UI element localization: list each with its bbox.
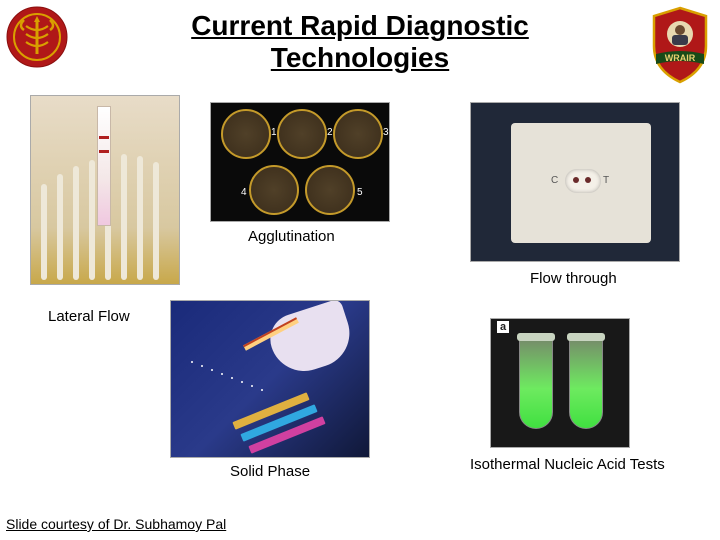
label-solid-phase: Solid Phase xyxy=(230,463,310,480)
label-lateral-flow: Lateral Flow xyxy=(48,308,130,325)
label-isothermal: Isothermal Nucleic Acid Tests xyxy=(470,456,665,473)
logo-banner-text: WRAIR xyxy=(665,53,696,63)
logo-right: WRAIR xyxy=(650,6,710,84)
label-agglutination: Agglutination xyxy=(248,228,335,245)
image-isothermal: a xyxy=(490,318,630,448)
panel-label: a xyxy=(497,321,509,333)
slide-title: Current Rapid Diagnostic Technologies xyxy=(100,10,620,74)
slide-credit: Slide courtesy of Dr. Subhamoy Pal xyxy=(6,516,226,532)
image-agglutination: 1 2 3 4 5 xyxy=(210,102,390,222)
label-flow-through: Flow through xyxy=(530,270,617,287)
image-solid-phase xyxy=(170,300,370,458)
image-flow-through: C T xyxy=(470,102,680,262)
logo-left xyxy=(6,6,68,68)
image-lateral-flow xyxy=(30,95,180,285)
